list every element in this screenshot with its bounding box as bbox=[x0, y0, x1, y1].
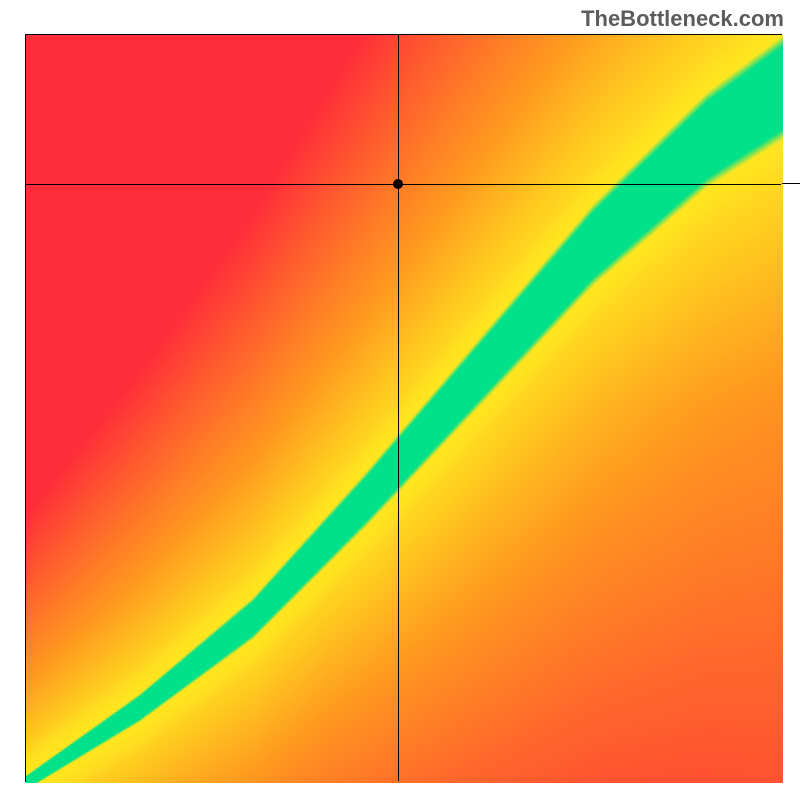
watermark: TheBottleneck.com bbox=[581, 6, 784, 32]
crosshair-horizontal-ext bbox=[782, 183, 800, 184]
crosshair-marker bbox=[393, 179, 403, 189]
crosshair-horizontal bbox=[26, 184, 781, 185]
bottleneck-heatmap bbox=[25, 34, 782, 782]
crosshair-vertical bbox=[398, 35, 399, 781]
heatmap-canvas bbox=[26, 35, 783, 783]
